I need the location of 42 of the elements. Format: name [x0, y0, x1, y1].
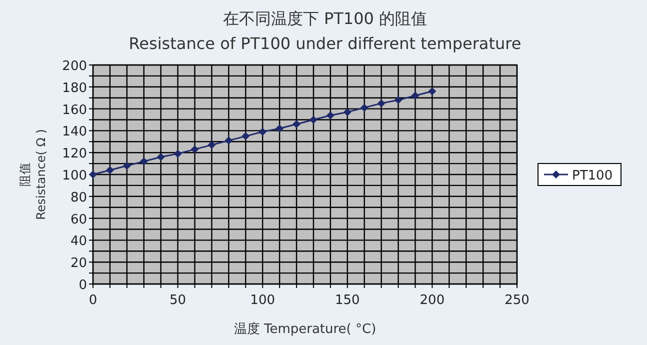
y-tick-label: 40: [70, 234, 87, 250]
point: [106, 166, 114, 174]
x-tick-label: 0: [88, 293, 98, 308]
point: [309, 116, 318, 124]
y-tick-label: 20: [70, 256, 87, 272]
point: [224, 136, 233, 145]
y-tick-label: 60: [70, 212, 87, 228]
point: [174, 150, 182, 158]
x-tick-label: 200: [420, 293, 445, 308]
y-tick-label: 200: [62, 59, 87, 74]
x-tick-label: 100: [250, 293, 276, 308]
point: [190, 145, 199, 154]
point: [428, 87, 436, 96]
y-tick-label: 0: [78, 278, 87, 293]
x-tick-label: 50: [170, 293, 186, 308]
y-tick-label: 180: [62, 80, 87, 96]
y-tick-label: 100: [62, 168, 87, 184]
point: [360, 104, 368, 112]
point: [156, 152, 165, 161]
legend-label: PT100: [572, 168, 613, 184]
point: [292, 120, 301, 128]
point: [326, 111, 334, 120]
y-axis-title: 阻值 Resistance( Ω ): [18, 129, 48, 220]
y-tick-label: 140: [62, 124, 87, 140]
x-axis-title: 温度 Temperature( °C): [234, 321, 376, 337]
y-tick-label: 120: [62, 146, 87, 162]
x-tick-label: 250: [504, 293, 530, 308]
point: [122, 162, 131, 170]
point: [258, 128, 267, 136]
point: [411, 92, 420, 100]
point: [140, 157, 148, 166]
point: [242, 132, 250, 140]
y-tick-label: 160: [62, 102, 87, 118]
point: [208, 140, 216, 149]
y-tick-label: 80: [70, 190, 87, 206]
chart-subtitle: Resistance of PT100 under different temperature: [128, 34, 522, 53]
point: [276, 124, 284, 133]
chart-title: 在不同温度下 PT100 的阻值: [222, 9, 428, 28]
point: [343, 108, 352, 116]
point: [394, 96, 402, 104]
x-tick-label: 150: [334, 293, 360, 308]
point: [377, 99, 386, 108]
